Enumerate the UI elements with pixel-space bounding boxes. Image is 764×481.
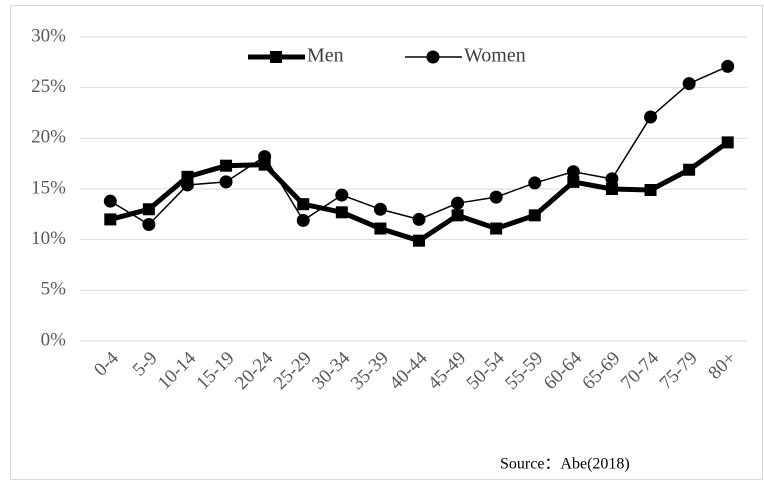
data-point	[605, 172, 619, 186]
x-tick-label: 30-34	[308, 347, 355, 394]
data-point	[219, 175, 233, 189]
data-point	[335, 188, 349, 202]
data-point	[103, 194, 117, 208]
x-tick-label: 80+	[704, 348, 740, 384]
y-tick-label: 15%	[31, 177, 66, 198]
source-note: Source：Abe(2018)	[500, 456, 630, 473]
data-point	[374, 222, 387, 235]
y-tick-label: 0%	[41, 329, 67, 350]
series-line	[109, 65, 729, 226]
data-point	[683, 163, 696, 176]
y-tick-label: 30%	[31, 25, 66, 46]
data-point	[451, 196, 465, 210]
data-point	[296, 213, 310, 227]
x-tick-label: 55-59	[501, 348, 547, 394]
y-tick-label: 25%	[31, 76, 66, 97]
legend-label: Women	[464, 45, 526, 67]
x-tick-label: 45-49	[424, 348, 470, 394]
legend-label: Men	[307, 45, 344, 67]
data-point	[104, 213, 117, 226]
x-tick-label: 15-19	[192, 348, 238, 394]
y-tick-label: 5%	[41, 279, 67, 300]
data-point	[451, 209, 464, 222]
data-point	[373, 202, 387, 216]
legend-marker	[426, 50, 440, 64]
x-tick-label: 20-24	[231, 347, 278, 394]
data-point	[644, 184, 657, 197]
x-tick-label: 25-29	[270, 348, 316, 394]
x-tick-label: 0-4	[90, 347, 123, 380]
data-point	[142, 203, 155, 216]
data-point	[258, 150, 272, 164]
data-point	[297, 198, 310, 211]
data-point	[335, 206, 348, 219]
data-point	[644, 110, 658, 124]
data-point	[490, 222, 503, 235]
data-point	[180, 178, 194, 192]
data-point	[605, 183, 618, 195]
y-tick-label: 20%	[31, 127, 66, 148]
data-point	[528, 209, 541, 222]
data-point	[567, 175, 580, 188]
legend-marker	[270, 51, 282, 63]
x-tick-label: 50-54	[463, 347, 510, 394]
data-point	[528, 176, 542, 190]
series-line	[109, 140, 730, 244]
data-point	[220, 159, 233, 172]
x-tick-label: 70-74	[617, 347, 664, 394]
data-point	[721, 136, 734, 149]
x-tick-label: 60-64	[540, 347, 587, 394]
data-point	[412, 212, 426, 226]
y-tick-label: 10%	[31, 228, 66, 249]
chart-frame	[10, 5, 763, 480]
data-point	[721, 59, 735, 73]
data-point	[566, 165, 580, 179]
x-tick-label: 40-44	[385, 347, 432, 394]
data-point	[413, 234, 425, 247]
data-point	[489, 190, 503, 204]
x-tick-label: 35-39	[347, 348, 393, 394]
x-tick-label: 75-79	[656, 348, 702, 394]
x-tick-label: 65-69	[578, 348, 624, 394]
data-point	[682, 77, 696, 91]
x-tick-label: 10-14	[154, 347, 201, 394]
data-point	[142, 217, 156, 231]
